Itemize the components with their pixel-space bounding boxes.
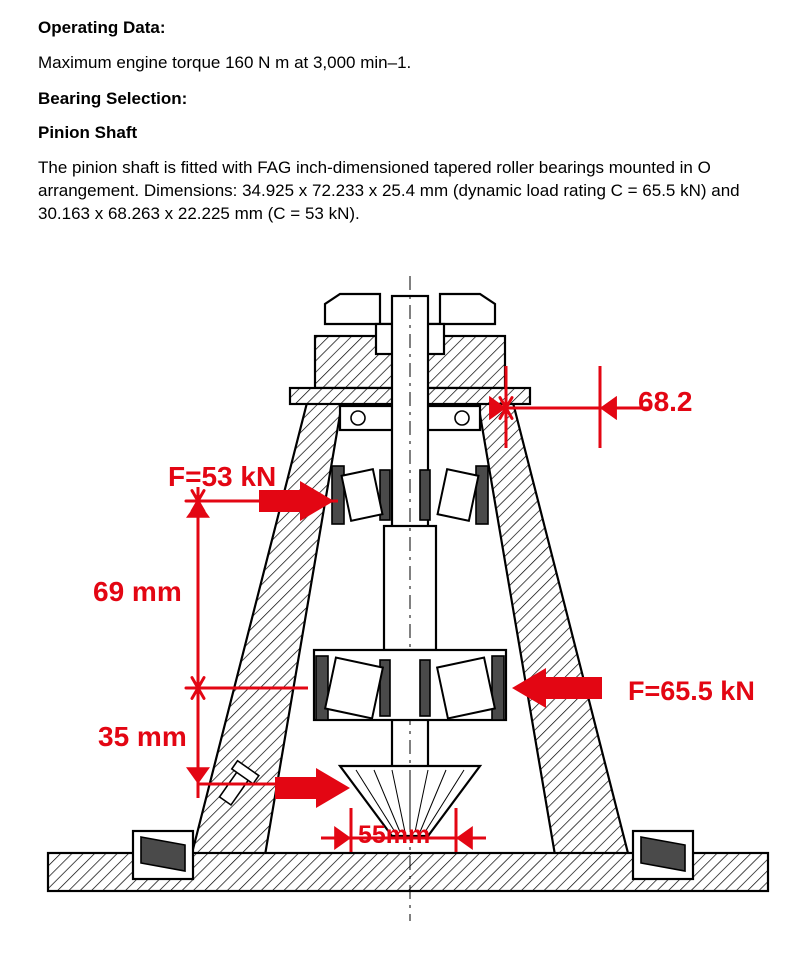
- label-f-65-5kn: F=65.5 kN: [628, 676, 755, 707]
- heading-operating-data: Operating Data:: [38, 18, 771, 38]
- label-35mm: 35 mm: [98, 721, 187, 753]
- label-68-2: 68.2: [638, 386, 693, 418]
- paragraph-pinion-shaft: The pinion shaft is fitted with FAG inch…: [38, 157, 771, 226]
- label-f-53kn: F=53 kN: [168, 461, 276, 493]
- label-69mm: 69 mm: [93, 576, 182, 608]
- heading-pinion-shaft: Pinion Shaft: [38, 123, 771, 143]
- paragraph-torque: Maximum engine torque 160 N m at 3,000 m…: [38, 52, 771, 75]
- label-55mm: 55mm: [358, 821, 430, 850]
- heading-bearing-selection: Bearing Selection:: [38, 89, 771, 109]
- pinion-bearing-diagram: 68.2 F=53 kN 69 mm F=65.5 kN 35 mm 55mm: [38, 276, 778, 936]
